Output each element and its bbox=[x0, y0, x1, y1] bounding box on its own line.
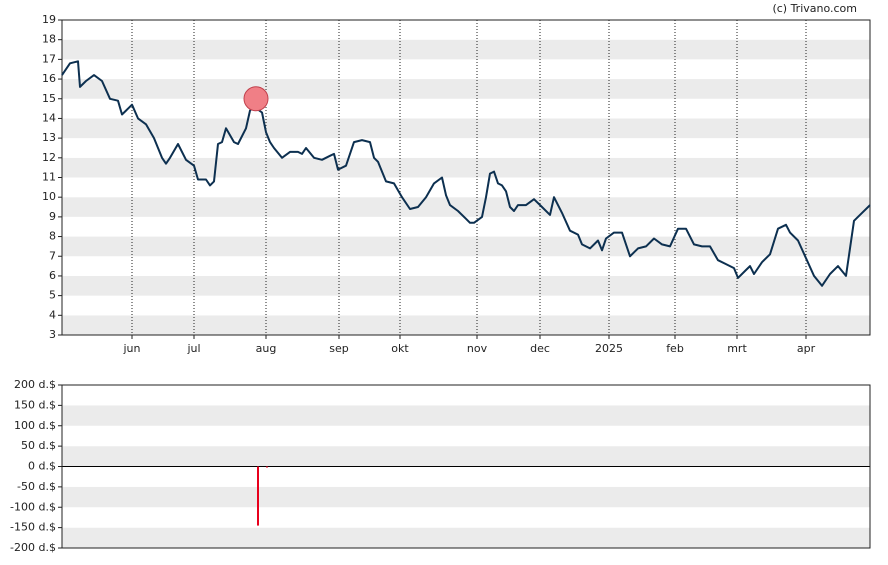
y-tick-label: 6 bbox=[49, 269, 56, 282]
y-tick-label: 14 bbox=[42, 111, 56, 124]
y-tick-label: 5 bbox=[49, 289, 56, 302]
grid-band bbox=[62, 275, 870, 296]
y-tick-label: 17 bbox=[42, 52, 56, 65]
grid-band bbox=[62, 177, 870, 198]
grid-band bbox=[62, 197, 870, 217]
grid-band bbox=[62, 466, 870, 487]
y-tick-label: 0 d.$ bbox=[28, 460, 56, 473]
grid-band bbox=[62, 486, 870, 508]
grid-band bbox=[62, 236, 870, 257]
grid-band bbox=[62, 446, 870, 467]
x-tick-label: 2025 bbox=[595, 342, 623, 355]
grid-band bbox=[62, 79, 870, 99]
grid-band bbox=[62, 315, 870, 335]
y-tick-label: 8 bbox=[49, 230, 56, 243]
grid-band bbox=[62, 20, 870, 40]
y-tick-label: 11 bbox=[42, 171, 56, 184]
y-tick-label: -200 d.$ bbox=[10, 541, 56, 554]
y-tick-label: -50 d.$ bbox=[17, 480, 56, 493]
grid-band bbox=[62, 295, 870, 316]
y-tick-label: 10 bbox=[42, 190, 56, 203]
x-tick-label: aug bbox=[256, 342, 277, 355]
y-tick-label: 12 bbox=[42, 151, 56, 164]
y-tick-label: 7 bbox=[49, 249, 56, 262]
x-tick-label: sep bbox=[329, 342, 348, 355]
y-tick-label: 3 bbox=[49, 328, 56, 341]
grid-band bbox=[62, 385, 870, 406]
y-tick-label: 13 bbox=[42, 131, 56, 144]
price-line bbox=[61, 60, 871, 287]
grid-band bbox=[62, 39, 870, 60]
plot-frame bbox=[61, 19, 871, 336]
y-tick-label: 150 d.$ bbox=[14, 398, 56, 411]
x-tick-label: jun bbox=[123, 342, 141, 355]
x-tick-label: nov bbox=[467, 342, 488, 355]
x-tick-label: jul bbox=[186, 342, 200, 355]
grid-band bbox=[62, 527, 870, 548]
grid-band bbox=[62, 405, 870, 426]
grid-band bbox=[62, 118, 870, 139]
highlight-marker bbox=[243, 86, 269, 112]
y-tick-label: 18 bbox=[42, 33, 56, 46]
y-tick-label: 9 bbox=[49, 210, 56, 223]
grid-band bbox=[62, 216, 870, 237]
plot-frame bbox=[61, 384, 871, 549]
x-tick-label: dec bbox=[530, 342, 550, 355]
y-tick-label: 50 d.$ bbox=[21, 439, 56, 452]
grid-band bbox=[62, 98, 870, 119]
y-tick-label: 100 d.$ bbox=[14, 419, 56, 432]
grid-band bbox=[62, 256, 870, 276]
bar bbox=[257, 466, 259, 526]
bar bbox=[266, 466, 268, 468]
y-tick-label: 15 bbox=[42, 92, 56, 105]
grid-band bbox=[62, 138, 870, 158]
y-tick-label: -150 d.$ bbox=[10, 521, 56, 534]
grid-band bbox=[62, 59, 870, 80]
x-tick-label: mrt bbox=[727, 342, 747, 355]
grid-band bbox=[62, 425, 870, 447]
y-tick-label: 4 bbox=[49, 308, 56, 321]
y-tick-label: -100 d.$ bbox=[10, 500, 56, 513]
grid-band bbox=[62, 507, 870, 528]
y-tick-label: 200 d.$ bbox=[14, 378, 56, 391]
grid-band bbox=[62, 157, 870, 178]
y-tick-label: 16 bbox=[42, 72, 56, 85]
x-tick-label: okt bbox=[391, 342, 409, 355]
x-tick-label: feb bbox=[666, 342, 684, 355]
y-tick-label: 19 bbox=[42, 13, 56, 26]
credit: (c) Trivano.com bbox=[772, 2, 857, 15]
x-tick-label: apr bbox=[797, 342, 816, 355]
